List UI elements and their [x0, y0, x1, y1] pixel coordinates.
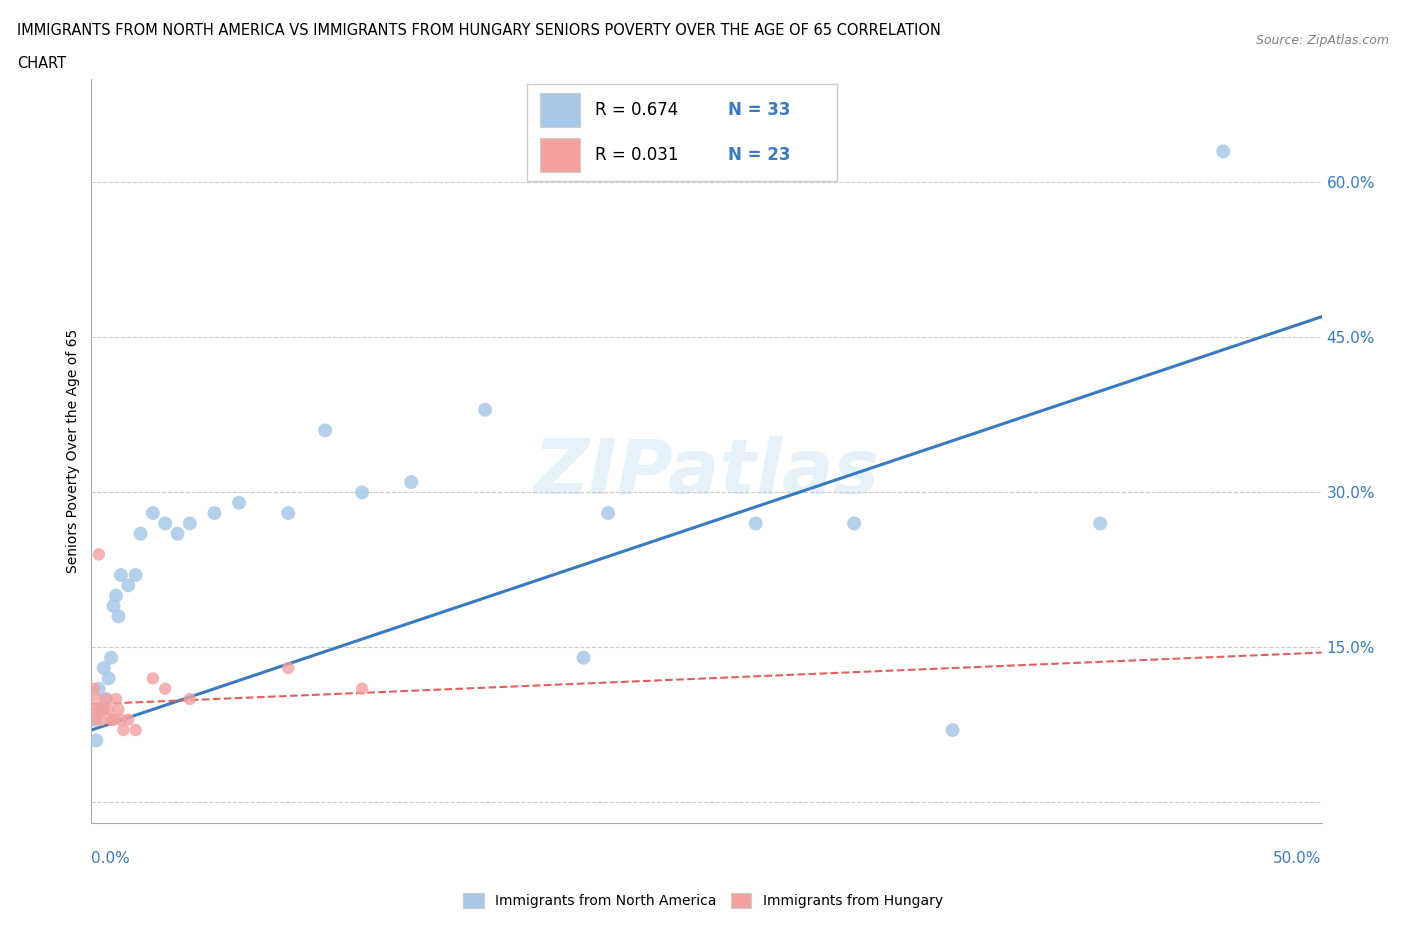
Point [277, 660, 299, 675]
Point [86, 692, 108, 707]
Point [596, 506, 619, 521]
Point [277, 506, 299, 521]
Text: IMMIGRANTS FROM NORTH AMERICA VS IMMIGRANTS FROM HUNGARY SENIORS POVERTY OVER TH: IMMIGRANTS FROM NORTH AMERICA VS IMMIGRA… [17, 23, 941, 38]
Point [83, 702, 105, 717]
FancyBboxPatch shape [540, 139, 579, 172]
Point [105, 692, 127, 707]
Point [96, 692, 117, 707]
Point [87, 682, 110, 697]
Point [117, 578, 139, 592]
Point [86, 733, 108, 748]
Point [103, 712, 125, 727]
Point [107, 702, 129, 717]
Point [93, 702, 115, 717]
Text: Source: ZipAtlas.com: Source: ZipAtlas.com [1256, 34, 1389, 47]
Point [100, 650, 122, 665]
Point [124, 567, 146, 582]
Text: R = 0.031: R = 0.031 [595, 146, 679, 164]
Point [97, 702, 120, 717]
Text: N = 33: N = 33 [728, 101, 790, 119]
Point [87, 547, 110, 562]
Legend: Immigrants from North America, Immigrants from Hungary: Immigrants from North America, Immigrant… [458, 888, 948, 914]
Point [153, 516, 177, 531]
Point [90, 702, 112, 717]
Text: 0.0%: 0.0% [91, 851, 131, 866]
Point [129, 526, 152, 541]
Text: CHART: CHART [17, 56, 66, 71]
Text: N = 23: N = 23 [728, 146, 790, 164]
Point [96, 692, 117, 707]
Point [107, 609, 129, 624]
Point [572, 650, 595, 665]
Point [105, 589, 127, 604]
Point [314, 423, 336, 438]
Point [110, 567, 132, 582]
Point [87, 702, 110, 717]
Text: R = 0.674: R = 0.674 [595, 101, 679, 119]
FancyBboxPatch shape [540, 93, 579, 126]
Text: 50.0%: 50.0% [1274, 851, 1322, 866]
Point [83, 682, 105, 697]
Point [100, 712, 122, 727]
Point [352, 485, 374, 499]
Point [352, 682, 374, 697]
Point [142, 671, 165, 685]
Point [97, 671, 120, 685]
Point [166, 526, 188, 541]
Point [179, 692, 201, 707]
Text: ZIPatlas: ZIPatlas [533, 436, 880, 511]
Point [83, 712, 105, 727]
Point [153, 682, 177, 697]
Point [117, 712, 139, 727]
Point [179, 516, 201, 531]
Point [103, 599, 125, 614]
Y-axis label: Seniors Poverty Over the Age of 65: Seniors Poverty Over the Age of 65 [66, 329, 80, 573]
Point [941, 723, 963, 737]
Point [399, 474, 422, 489]
Point [86, 712, 108, 727]
Point [112, 723, 135, 737]
Point [1212, 144, 1234, 159]
Point [110, 712, 132, 727]
Point [93, 660, 115, 675]
Point [474, 403, 496, 418]
Point [1088, 516, 1111, 531]
Point [142, 506, 165, 521]
Point [124, 723, 146, 737]
Point [90, 712, 112, 727]
Point [228, 496, 250, 511]
Point [842, 516, 865, 531]
Point [202, 506, 225, 521]
Point [745, 516, 768, 531]
